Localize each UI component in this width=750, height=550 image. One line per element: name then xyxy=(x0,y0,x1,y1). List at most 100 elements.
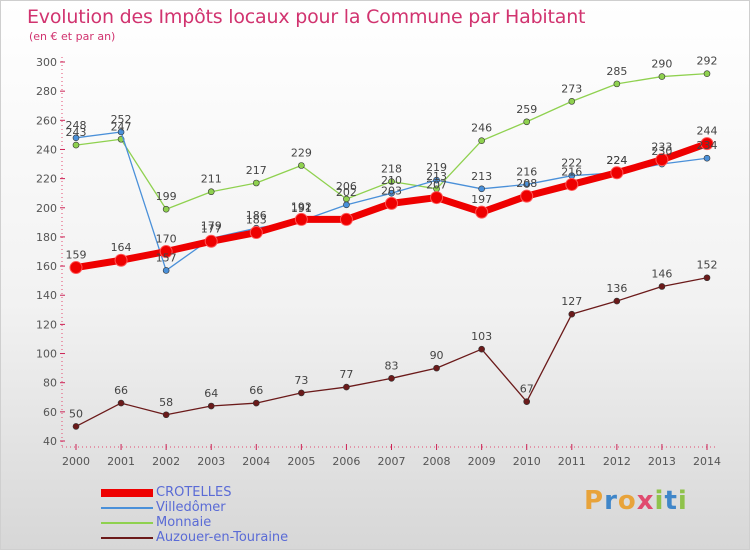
data-label-3: 50 xyxy=(69,407,83,420)
data-label-0: 207 xyxy=(426,179,447,192)
data-point-0 xyxy=(565,177,579,191)
data-label-1: 224 xyxy=(606,154,627,167)
data-label-3: 77 xyxy=(339,368,353,381)
data-label-0: 170 xyxy=(156,233,177,246)
data-label-1: 179 xyxy=(201,219,222,232)
data-point-2 xyxy=(388,178,395,185)
data-label-2: 217 xyxy=(246,164,267,177)
data-label-0: 192 xyxy=(291,200,312,213)
data-point-3 xyxy=(613,297,621,305)
data-label-2: 259 xyxy=(516,103,537,116)
data-label-0: 233 xyxy=(651,141,672,154)
data-point-2 xyxy=(162,205,170,213)
x-tick-label: 2004 xyxy=(242,455,270,468)
data-point-2 xyxy=(568,98,576,105)
data-label-0: 244 xyxy=(697,125,718,138)
data-label-0: 164 xyxy=(111,241,132,254)
data-label-2: 211 xyxy=(201,173,222,186)
y-tick-label: 160 xyxy=(36,260,57,273)
y-tick-label: 300 xyxy=(36,56,57,69)
data-point-2 xyxy=(207,188,215,196)
data-label-0: 224 xyxy=(606,154,627,167)
legend-item-crotelles: CROTELLES xyxy=(101,485,361,500)
data-label-0: 183 xyxy=(246,214,267,227)
x-tick-label: 2011 xyxy=(558,455,586,468)
data-label-0: 159 xyxy=(66,249,87,262)
legend: CROTELLES Villedômer Monnaie Auzouer-en-… xyxy=(101,485,361,545)
data-point-0 xyxy=(249,226,263,240)
data-label-2: 247 xyxy=(111,120,132,133)
data-label-1: 234 xyxy=(697,139,718,152)
data-label-1: 191 xyxy=(291,202,312,215)
data-label-0: 177 xyxy=(201,222,222,235)
data-point-2 xyxy=(613,80,621,88)
legend-swatch-villedomer xyxy=(101,507,153,509)
legend-label-villedomer: Villedômer xyxy=(156,500,226,515)
data-point-0 xyxy=(69,261,83,275)
data-label-0: 203 xyxy=(381,184,402,197)
x-tick-label: 2002 xyxy=(152,455,180,468)
chart-title: Evolution des Impôts locaux pour la Comm… xyxy=(27,6,586,28)
data-point-1 xyxy=(388,189,395,197)
y-tick-label: 60 xyxy=(43,406,57,419)
data-point-3 xyxy=(523,398,531,405)
data-point-3 xyxy=(207,402,215,410)
data-point-2 xyxy=(478,137,485,145)
y-tick-label: 180 xyxy=(36,231,57,244)
data-point-1 xyxy=(343,201,350,209)
data-label-1: 252 xyxy=(111,113,132,126)
x-tick-label: 2007 xyxy=(378,455,406,468)
data-label-1: 248 xyxy=(66,119,87,132)
y-tick-label: 240 xyxy=(36,143,57,156)
data-point-0 xyxy=(385,196,398,210)
y-tick-label: 220 xyxy=(36,173,57,186)
legend-swatch-crotelles xyxy=(101,489,153,497)
legend-item-monnaie: Monnaie xyxy=(101,515,361,530)
x-tick-label: 2003 xyxy=(197,455,225,468)
legend-item-auzouer: Auzouer-en-Touraine xyxy=(101,530,361,545)
data-point-0 xyxy=(475,205,489,219)
x-tick-label: 2013 xyxy=(648,455,676,468)
data-point-3 xyxy=(72,423,80,430)
data-point-3 xyxy=(388,375,395,382)
data-label-1: 216 xyxy=(516,165,537,178)
data-point-3 xyxy=(703,274,711,282)
data-point-0 xyxy=(700,137,714,151)
data-point-1 xyxy=(117,128,125,136)
data-point-3 xyxy=(298,389,305,397)
data-point-0 xyxy=(430,191,444,205)
data-point-2 xyxy=(703,70,711,77)
legend-swatch-monnaie xyxy=(101,522,153,524)
data-point-2 xyxy=(298,162,305,169)
data-label-2: 273 xyxy=(561,82,582,95)
y-tick-label: 80 xyxy=(43,377,57,390)
data-point-0 xyxy=(294,212,308,226)
y-tick-label: 260 xyxy=(36,114,57,127)
legend-label-monnaie: Monnaie xyxy=(156,515,212,530)
data-point-0 xyxy=(159,245,173,258)
data-point-0 xyxy=(204,234,218,248)
data-label-3: 66 xyxy=(249,384,263,397)
data-label-2: 206 xyxy=(336,180,357,193)
data-label-1: 202 xyxy=(336,186,357,199)
data-label-2: 199 xyxy=(156,190,177,203)
data-label-2: 285 xyxy=(606,65,627,78)
chart-subtitle: (en € et par an) xyxy=(29,30,116,43)
data-label-3: 152 xyxy=(697,259,718,272)
data-label-3: 103 xyxy=(471,330,492,343)
data-label-3: 58 xyxy=(159,396,173,409)
x-tick-label: 2014 xyxy=(693,455,721,468)
data-label-2: 218 xyxy=(381,163,402,176)
data-label-2: 290 xyxy=(651,58,672,71)
data-label-0: 197 xyxy=(471,193,492,206)
data-point-1 xyxy=(162,267,170,274)
data-point-0 xyxy=(655,153,669,167)
data-label-3: 66 xyxy=(114,384,128,397)
legend-label-crotelles: CROTELLES xyxy=(156,485,232,500)
data-label-3: 67 xyxy=(520,383,534,396)
data-label-1: 219 xyxy=(426,161,447,174)
data-label-2: 213 xyxy=(426,170,447,183)
data-label-0: 208 xyxy=(516,177,537,190)
y-tick-label: 200 xyxy=(36,202,57,215)
